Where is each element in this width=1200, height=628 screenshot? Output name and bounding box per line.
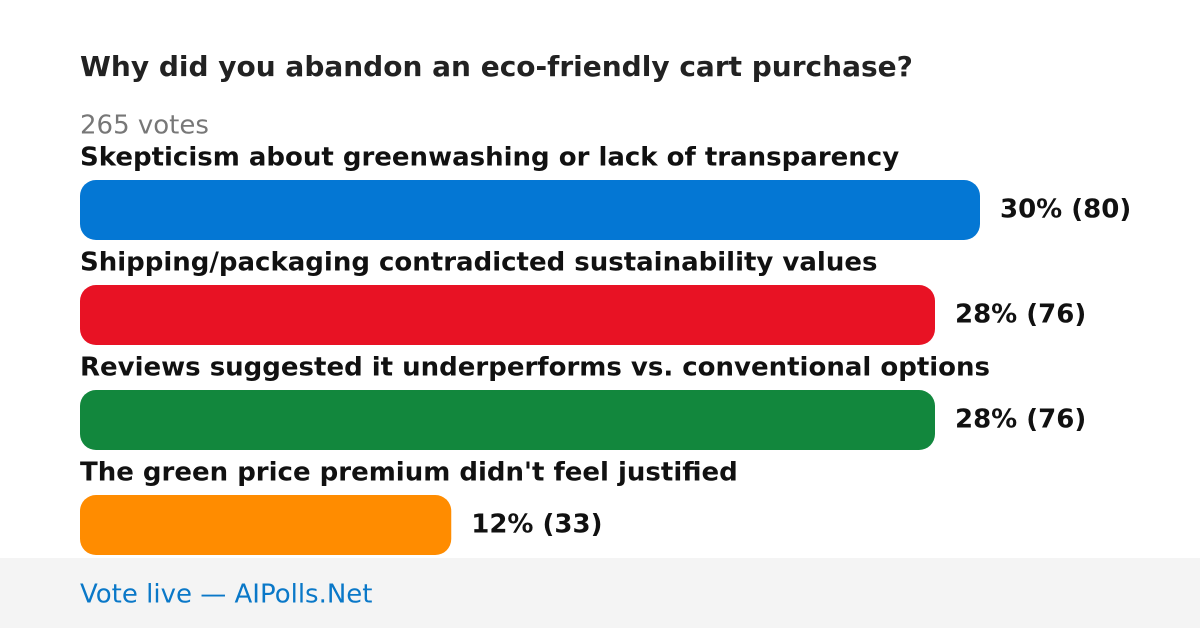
- option-label: Reviews suggested it underperforms vs. c…: [80, 353, 990, 383]
- bar: [80, 495, 452, 555]
- option-label: The green price premium didn't feel just…: [80, 458, 738, 488]
- option-label: Skepticism about greenwashing or lack of…: [80, 143, 899, 173]
- poll-title: Why did you abandon an eco-friendly cart…: [80, 50, 913, 83]
- value-label: 12% (33): [471, 510, 602, 540]
- bar: [80, 390, 935, 450]
- footer-band: [0, 558, 1200, 628]
- vote-count: 265 votes: [80, 111, 209, 141]
- value-label: 30% (80): [1000, 195, 1131, 225]
- footer-link[interactable]: Vote live — AIPolls.Net: [80, 580, 373, 610]
- option-label: Shipping/packaging contradicted sustaina…: [80, 248, 877, 278]
- bar: [80, 180, 980, 240]
- value-label: 28% (76): [955, 405, 1086, 435]
- bar: [80, 285, 935, 345]
- value-label: 28% (76): [955, 300, 1086, 330]
